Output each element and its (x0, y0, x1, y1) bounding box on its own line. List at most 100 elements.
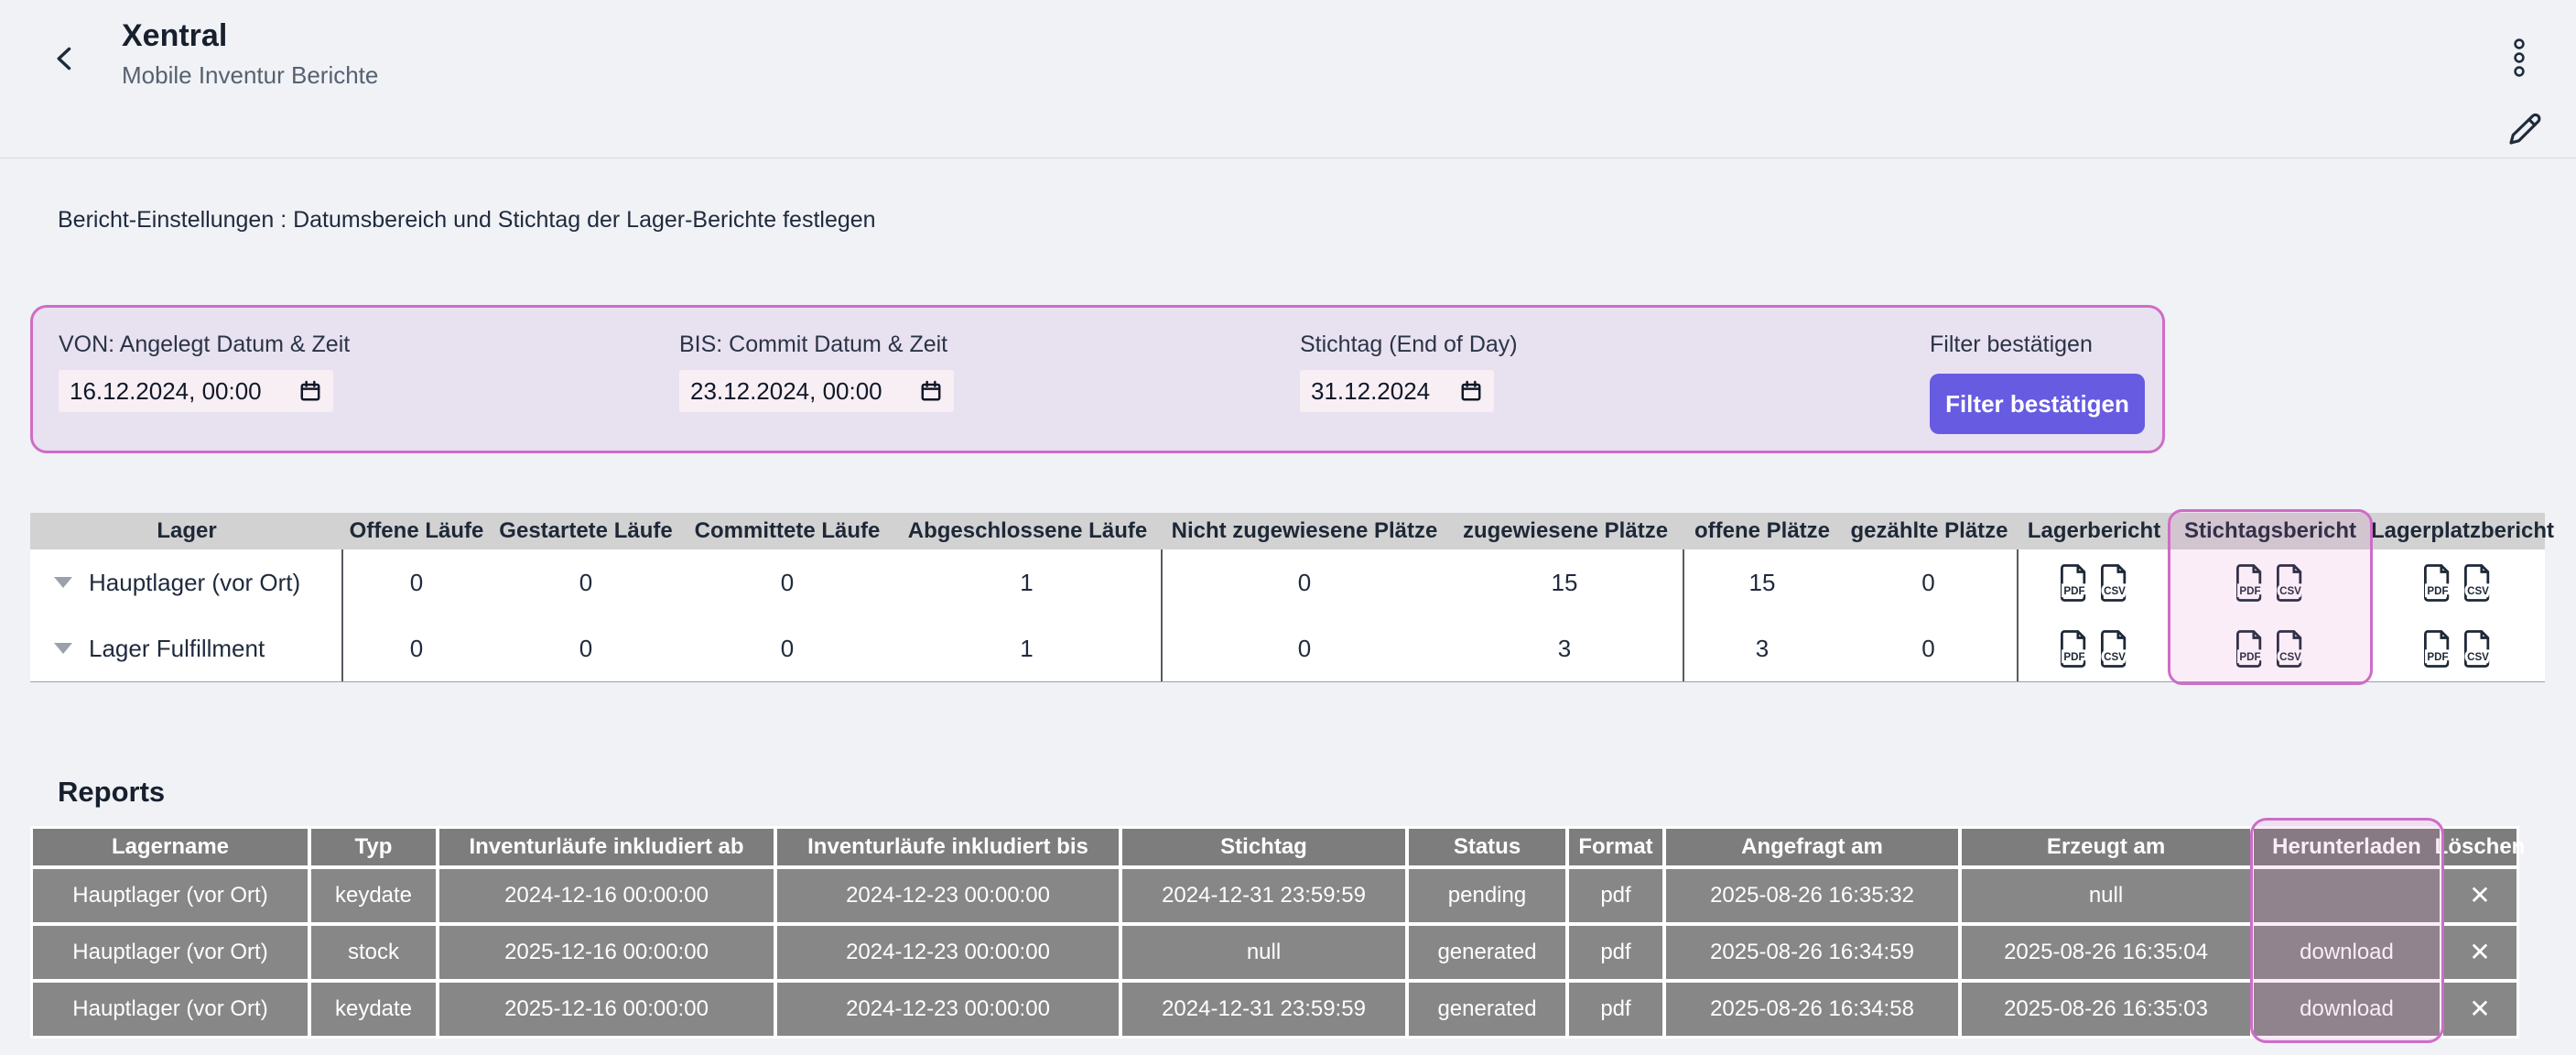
report-inkludiert-bis: 2024-12-23 00:00:00 (777, 926, 1119, 979)
lagerbericht-cell: PDF CSV (2019, 615, 2170, 681)
value-cell: 0 (1297, 634, 1312, 662)
pdf-download-icon[interactable]: PDF (2235, 563, 2266, 603)
value-cell: 0 (1840, 615, 2019, 681)
download-link[interactable]: download (2254, 926, 2440, 979)
col-stichtagsbericht: Stichtagsbericht (2183, 518, 2357, 543)
value-cell: 0 (1297, 568, 1312, 596)
csv-download-icon[interactable]: CSV (2275, 563, 2306, 603)
csv-download-icon[interactable]: CSV (2099, 563, 2130, 603)
von-datetime-input[interactable]: 16.12.2024, 00:00 (59, 370, 333, 412)
col-angefragt-am: Angefragt am (1666, 829, 1958, 865)
value-cell: 0 (409, 568, 424, 596)
report-typ: stock (311, 926, 436, 979)
value-cell: 15 (1748, 568, 1776, 596)
lagerplatzbericht-cell: PDF CSV (2371, 615, 2545, 681)
lager-table: Lager Offene Läufe Gestartete Läufe Comm… (30, 513, 2554, 682)
edit-pencil-button[interactable] (2506, 110, 2545, 148)
stichtagsbericht-cell: PDF CSV (2170, 615, 2371, 681)
pdf-download-icon[interactable]: PDF (2059, 563, 2090, 603)
col-nicht-zugewiesene-plaetze: Nicht zugewiesene Plätze (1171, 518, 1438, 543)
lager-name-cell: Hauptlager (vor Ort) (30, 549, 343, 615)
stichtag-date-value: 31.12.2024 (1311, 376, 1431, 405)
lager-name: Hauptlager (vor Ort) (89, 568, 301, 596)
back-button[interactable] (50, 40, 87, 77)
report-inkludiert-bis: 2024-12-23 00:00:00 (777, 983, 1119, 1036)
value-cell: 1 (893, 615, 1163, 681)
svg-text:PDF: PDF (2063, 585, 2084, 596)
col-inkludiert-ab: Inventurläufe inkludiert ab (439, 829, 774, 865)
svg-text:CSV: CSV (2104, 585, 2126, 596)
filter-panel: VON: Angelegt Datum & Zeit 16.12.2024, 0… (30, 305, 2165, 453)
pdf-download-icon[interactable]: PDF (2235, 629, 2266, 669)
pdf-download-icon[interactable]: PDF (2059, 629, 2090, 669)
col-offene-plaetze: offene Plätze (1694, 518, 1831, 543)
kebab-menu-button[interactable] (2510, 37, 2534, 79)
page-title: Xentral (122, 18, 228, 53)
pdf-download-icon[interactable]: PDF (2422, 629, 2453, 669)
col-committete-laeufe: Committete Läufe (694, 518, 881, 543)
lager-name-cell: Lager Fulfillment (30, 615, 343, 681)
report-stichtag: 2024-12-31 23:59:59 (1122, 869, 1405, 922)
col-herunterladen: Herunterladen (2254, 829, 2440, 865)
delete-cell: ✕ (2443, 869, 2516, 922)
lagerbericht-cell: PDF CSV (2019, 549, 2170, 615)
confirm-label: Filter bestätigen (1930, 332, 2093, 357)
report-stichtag: null (1122, 926, 1405, 979)
pencil-icon (2509, 113, 2541, 145)
col-zugewiesene-plaetze: zugewiesene Plätze (1462, 518, 1669, 543)
reports-table: Lagername Typ Inventurläufe inkludiert a… (30, 826, 2525, 1039)
bis-datetime-input[interactable]: 23.12.2024, 00:00 (679, 370, 954, 412)
settings-description: Bericht-Einstellungen : Datumsbereich un… (58, 207, 876, 233)
delete-cell: ✕ (2443, 983, 2516, 1036)
csv-download-icon[interactable]: CSV (2462, 629, 2494, 669)
filter-confirm-button[interactable]: Filter bestätigen (1930, 374, 2145, 434)
value-cell: 0 (780, 568, 795, 596)
report-format: pdf (1569, 926, 1662, 979)
delete-button[interactable]: ✕ (2469, 881, 2491, 909)
download-link[interactable]: download (2254, 983, 2440, 1036)
calendar-icon[interactable] (298, 379, 322, 403)
value-cell: 15 (1446, 549, 1684, 615)
bis-label: BIS: Commit Datum & Zeit (679, 332, 948, 357)
report-inkludiert-ab: 2024-12-16 00:00:00 (439, 869, 774, 922)
svg-text:CSV: CSV (2467, 585, 2489, 596)
expand-caret-icon[interactable] (54, 577, 72, 588)
von-label: VON: Angelegt Datum & Zeit (59, 332, 351, 357)
col-stichtag: Stichtag (1122, 829, 1405, 865)
expand-caret-icon[interactable] (54, 643, 72, 654)
calendar-icon[interactable] (919, 379, 943, 403)
report-inkludiert-ab: 2025-12-16 00:00:00 (439, 983, 774, 1036)
download-link[interactable] (2254, 869, 2440, 922)
calendar-icon[interactable] (1459, 379, 1483, 403)
report-status: generated (1409, 926, 1565, 979)
stichtag-date-input[interactable]: 31.12.2024 (1300, 370, 1494, 412)
report-inkludiert-ab: 2025-12-16 00:00:00 (439, 926, 774, 979)
svg-text:PDF: PDF (2239, 585, 2260, 596)
value-cell: 3 (1446, 615, 1684, 681)
value-cell: 3 (1755, 634, 1770, 662)
delete-button[interactable]: ✕ (2469, 995, 2491, 1023)
col-lagerbericht: Lagerbericht (2027, 518, 2161, 543)
delete-cell: ✕ (2443, 926, 2516, 979)
col-loeschen: Löschen (2435, 829, 2525, 865)
csv-download-icon[interactable]: CSV (2275, 629, 2306, 669)
app-header: Xentral Mobile Inventur Berichte (0, 0, 2576, 158)
pdf-download-icon[interactable]: PDF (2422, 563, 2453, 603)
report-erzeugt-am: 2025-08-26 16:35:04 (1962, 926, 2250, 979)
report-erzeugt-am: null (1962, 869, 2250, 922)
report-lagername: Hauptlager (vor Ort) (33, 926, 308, 979)
value-cell: 0 (409, 634, 424, 662)
value-cell: 0 (1840, 549, 2019, 615)
csv-download-icon[interactable]: CSV (2462, 563, 2494, 603)
title-block: Xentral Mobile Inventur Berichte (122, 18, 378, 90)
csv-download-icon[interactable]: CSV (2099, 629, 2130, 669)
lager-row-hauptlager: Hauptlager (vor Ort) 0 0 0 1 0 15 15 0 P… (30, 549, 2545, 615)
col-erzeugt-am: Erzeugt am (1962, 829, 2250, 865)
value-cell: 0 (579, 634, 593, 662)
delete-button[interactable]: ✕ (2469, 938, 2491, 966)
report-status: generated (1409, 983, 1565, 1036)
report-status: pending (1409, 869, 1565, 922)
report-angefragt-am: 2025-08-26 16:35:32 (1666, 869, 1958, 922)
lager-row-fulfillment: Lager Fulfillment 0 0 0 1 0 3 3 0 PDF CS… (30, 615, 2545, 682)
lager-table-header: Lager Offene Läufe Gestartete Läufe Comm… (30, 513, 2554, 549)
